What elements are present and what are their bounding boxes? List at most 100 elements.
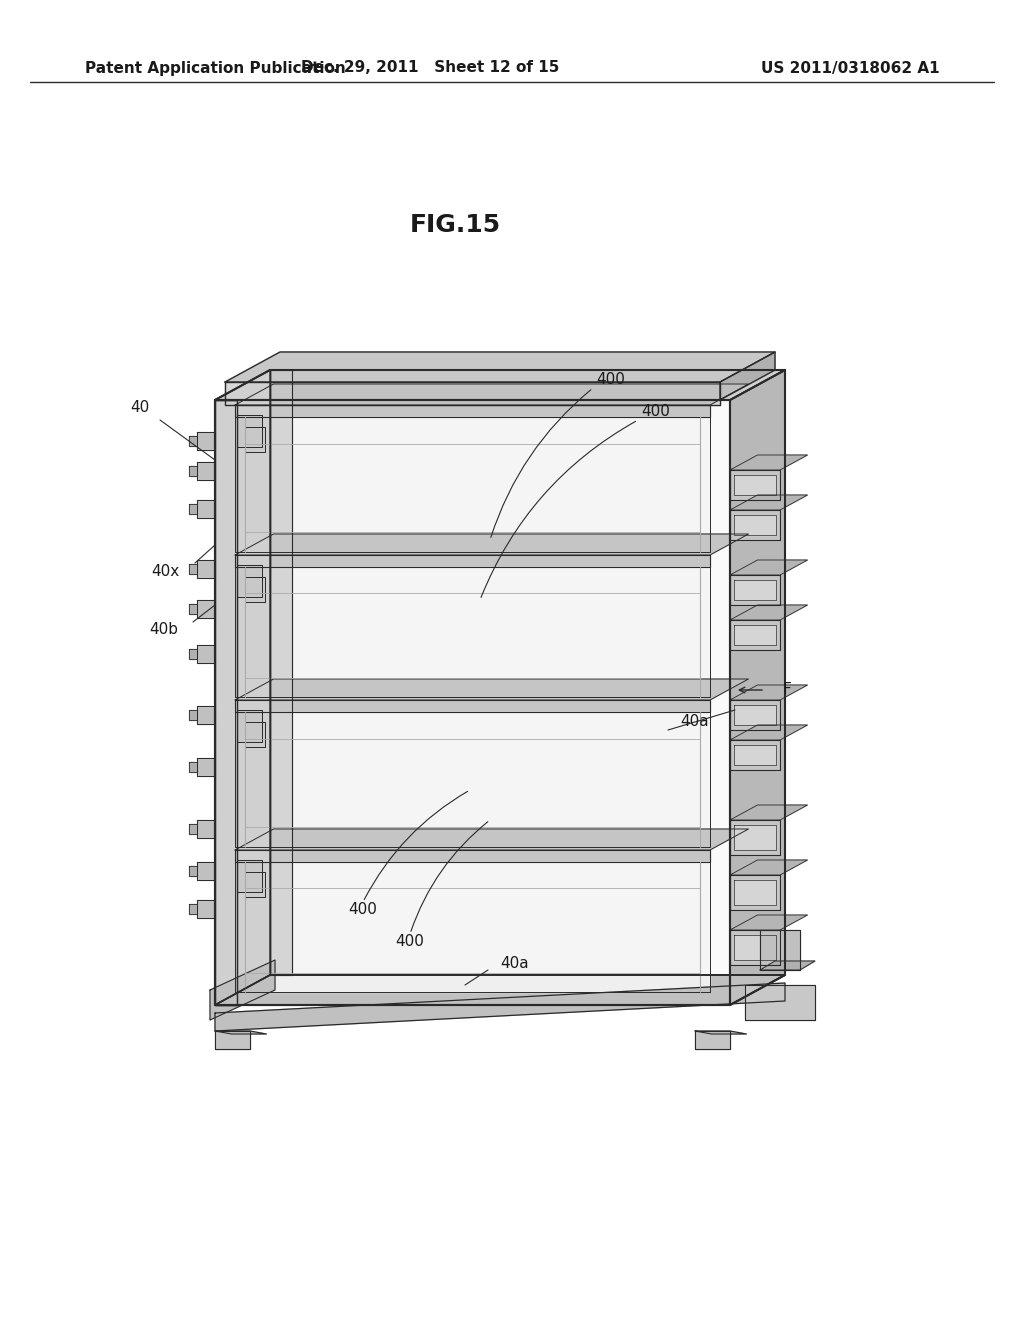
Polygon shape: [730, 820, 780, 855]
Polygon shape: [215, 975, 785, 1005]
Polygon shape: [730, 370, 785, 1005]
Polygon shape: [695, 1031, 730, 1049]
Polygon shape: [730, 560, 808, 576]
Polygon shape: [745, 985, 815, 1020]
Polygon shape: [189, 904, 197, 913]
Text: 40: 40: [130, 400, 150, 416]
Polygon shape: [730, 455, 808, 470]
Polygon shape: [215, 983, 785, 1031]
Polygon shape: [189, 824, 197, 834]
Polygon shape: [234, 554, 710, 568]
Text: Dec. 29, 2011   Sheet 12 of 15: Dec. 29, 2011 Sheet 12 of 15: [301, 61, 559, 75]
Polygon shape: [245, 873, 265, 898]
Text: 40a: 40a: [500, 956, 528, 970]
Polygon shape: [695, 1031, 746, 1034]
Polygon shape: [234, 829, 749, 850]
Text: F: F: [782, 682, 791, 697]
Polygon shape: [730, 931, 780, 965]
Polygon shape: [215, 370, 270, 1005]
Polygon shape: [189, 649, 197, 659]
Polygon shape: [197, 645, 215, 663]
Polygon shape: [730, 576, 780, 605]
Polygon shape: [237, 861, 262, 892]
Polygon shape: [730, 685, 808, 700]
Text: 40a: 40a: [680, 714, 709, 730]
Polygon shape: [234, 711, 710, 847]
Polygon shape: [215, 400, 730, 1005]
Text: US 2011/0318062 A1: US 2011/0318062 A1: [762, 61, 940, 75]
Polygon shape: [197, 560, 215, 578]
Polygon shape: [245, 722, 265, 747]
Polygon shape: [197, 900, 215, 917]
Polygon shape: [215, 1031, 266, 1034]
Polygon shape: [237, 565, 262, 597]
Polygon shape: [234, 700, 710, 711]
Polygon shape: [734, 744, 776, 766]
Polygon shape: [189, 504, 197, 513]
Polygon shape: [270, 370, 292, 975]
Polygon shape: [245, 426, 265, 451]
Text: FIG.15: FIG.15: [410, 213, 501, 238]
Polygon shape: [237, 414, 262, 447]
Polygon shape: [189, 710, 197, 719]
Polygon shape: [730, 620, 780, 649]
Polygon shape: [189, 436, 197, 446]
Polygon shape: [734, 825, 776, 850]
Polygon shape: [234, 862, 710, 993]
Polygon shape: [734, 624, 776, 645]
Polygon shape: [730, 700, 780, 730]
Polygon shape: [215, 400, 237, 1005]
Polygon shape: [215, 370, 785, 400]
Polygon shape: [734, 880, 776, 906]
Polygon shape: [237, 710, 262, 742]
Polygon shape: [234, 568, 710, 697]
Polygon shape: [730, 805, 808, 820]
Text: 40b: 40b: [150, 623, 178, 638]
Polygon shape: [730, 510, 780, 540]
Polygon shape: [734, 705, 776, 725]
Text: 40x: 40x: [152, 565, 180, 579]
Polygon shape: [730, 605, 808, 620]
Polygon shape: [234, 384, 749, 405]
Polygon shape: [734, 515, 776, 535]
Polygon shape: [734, 475, 776, 495]
Polygon shape: [197, 820, 215, 838]
Polygon shape: [197, 706, 215, 723]
Polygon shape: [197, 601, 215, 618]
Polygon shape: [197, 432, 215, 450]
Polygon shape: [234, 678, 749, 700]
Polygon shape: [234, 535, 749, 554]
Polygon shape: [215, 1031, 250, 1049]
Text: 400: 400: [348, 903, 378, 917]
Text: 400: 400: [395, 935, 424, 949]
Polygon shape: [197, 862, 215, 880]
Polygon shape: [234, 417, 710, 552]
Polygon shape: [720, 352, 775, 400]
Polygon shape: [730, 875, 780, 909]
Polygon shape: [760, 961, 815, 970]
Text: Patent Application Publication: Patent Application Publication: [85, 61, 346, 75]
Polygon shape: [189, 564, 197, 574]
Polygon shape: [730, 741, 780, 770]
Polygon shape: [210, 960, 275, 1020]
Polygon shape: [730, 861, 808, 875]
Polygon shape: [730, 915, 808, 931]
Polygon shape: [730, 470, 780, 500]
Polygon shape: [245, 577, 265, 602]
Polygon shape: [189, 762, 197, 772]
Polygon shape: [734, 579, 776, 601]
Polygon shape: [189, 866, 197, 876]
Polygon shape: [189, 605, 197, 614]
Polygon shape: [730, 725, 808, 741]
Polygon shape: [189, 466, 197, 477]
Polygon shape: [234, 850, 710, 862]
Text: 400: 400: [641, 404, 670, 420]
Polygon shape: [730, 495, 808, 510]
Polygon shape: [760, 931, 800, 970]
Polygon shape: [197, 758, 215, 776]
Text: 400: 400: [596, 372, 625, 388]
Polygon shape: [734, 935, 776, 960]
Polygon shape: [234, 405, 710, 417]
Polygon shape: [225, 381, 720, 405]
Polygon shape: [197, 500, 215, 517]
